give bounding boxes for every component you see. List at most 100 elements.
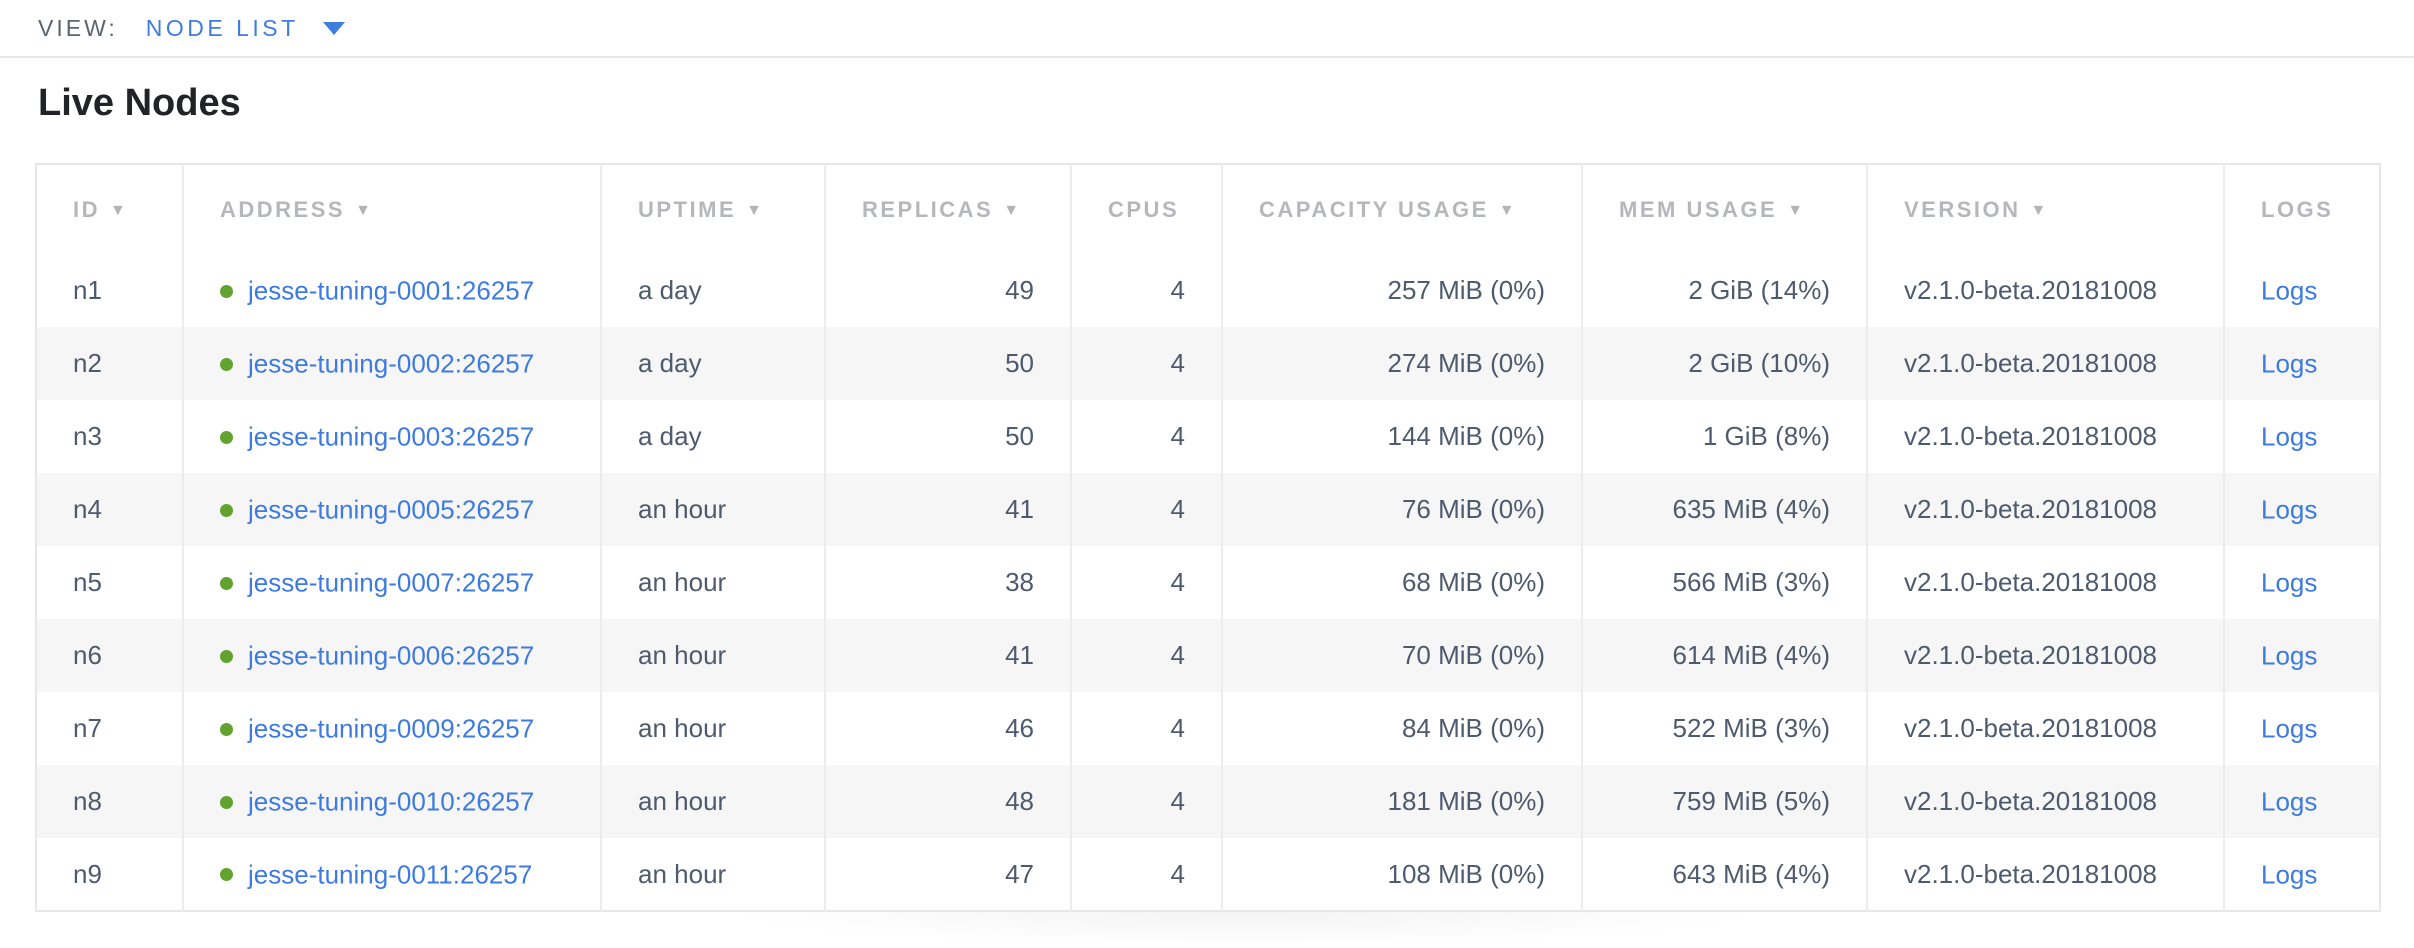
node-id-cell: n6	[73, 640, 102, 670]
logs-cell: Logs	[2223, 838, 2380, 911]
capacity-usage-cell: 76 MiB (0%)	[1221, 473, 1582, 546]
version-cell: v2.1.0-beta.20181008	[1866, 327, 2224, 400]
node-health-dot-icon	[220, 649, 233, 663]
mem-usage-cell: 2 GiB (10%)	[1581, 327, 1867, 400]
logs-link[interactable]: Logs	[2261, 859, 2318, 890]
node-address-cell: jesse-tuning-0007:26257	[182, 546, 601, 619]
node-address-link[interactable]: jesse-tuning-0010:26257	[248, 786, 535, 817]
column-header-logs: LOGS	[2223, 164, 2380, 254]
node-health-dot-icon	[220, 868, 233, 882]
column-header-capacity-usage[interactable]: CAPACITY USAGE ▼	[1221, 164, 1582, 254]
node-address-link[interactable]: jesse-tuning-0009:26257	[248, 713, 535, 744]
node-health-dot-icon	[220, 576, 233, 590]
logs-link[interactable]: Logs	[2261, 275, 2318, 306]
logs-cell: Logs	[2223, 254, 2380, 327]
column-label: CAPACITY USAGE	[1259, 196, 1489, 222]
capacity-usage-cell: 274 MiB (0%)	[1221, 327, 1582, 400]
node-id-cell: n4	[73, 494, 102, 524]
logs-link[interactable]: Logs	[2261, 348, 2318, 379]
logs-cell: Logs	[2223, 473, 2380, 546]
uptime-cell: a day	[600, 400, 825, 473]
column-header-id[interactable]: ID ▼	[36, 164, 183, 254]
view-bar: VIEW: NODE LIST	[0, 0, 2414, 58]
node-address-link[interactable]: jesse-tuning-0011:26257	[248, 859, 533, 890]
node-health-dot-icon	[220, 430, 233, 444]
column-label: ADDRESS	[220, 196, 346, 222]
view-selector-value: NODE LIST	[145, 14, 299, 41]
node-id-cell: n9	[73, 858, 102, 889]
capacity-usage-cell: 181 MiB (0%)	[1221, 765, 1582, 838]
node-address-link[interactable]: jesse-tuning-0001:26257	[248, 275, 535, 306]
cpus-cell: 4	[1070, 838, 1222, 911]
node-id-cell: n7	[73, 713, 102, 743]
logs-link[interactable]: Logs	[2261, 786, 2318, 817]
column-header-address[interactable]: ADDRESS ▼	[182, 164, 601, 254]
column-header-cpus: CPUS	[1070, 164, 1222, 254]
logs-cell: Logs	[2223, 619, 2380, 692]
version-cell: v2.1.0-beta.20181008	[1866, 254, 2224, 327]
node-health-dot-icon	[220, 503, 233, 517]
column-header-uptime[interactable]: UPTIME ▼	[600, 164, 825, 254]
replicas-cell: 49	[824, 254, 1071, 327]
replicas-cell: 47	[824, 838, 1071, 911]
replicas-cell: 38	[824, 546, 1071, 619]
node-row: n5 jesse-tuning-0007:26257 an hour 38 4 …	[36, 546, 2380, 619]
node-address-cell: jesse-tuning-0006:26257	[182, 619, 601, 692]
mem-usage-cell: 635 MiB (4%)	[1581, 473, 1867, 546]
logs-link[interactable]: Logs	[2261, 494, 2318, 525]
node-row: n6 jesse-tuning-0006:26257 an hour 41 4 …	[36, 619, 2380, 692]
mem-usage-cell: 614 MiB (4%)	[1581, 619, 1867, 692]
column-header-mem-usage[interactable]: MEM USAGE ▼	[1581, 164, 1867, 254]
replicas-cell: 50	[824, 327, 1071, 400]
node-row: n1 jesse-tuning-0001:26257 a day 49 4 25…	[36, 254, 2380, 327]
replicas-cell: 41	[824, 619, 1071, 692]
cpus-cell: 4	[1070, 254, 1222, 327]
logs-link[interactable]: Logs	[2261, 567, 2318, 598]
logs-link[interactable]: Logs	[2261, 713, 2318, 744]
column-label: MEM USAGE	[1619, 196, 1778, 222]
node-row: n7 jesse-tuning-0009:26257 an hour 46 4 …	[36, 692, 2380, 765]
node-id-cell: n3	[73, 421, 102, 451]
column-header-replicas[interactable]: REPLICAS ▼	[824, 164, 1071, 254]
column-label: CPUS	[1108, 196, 1180, 222]
column-header-version[interactable]: VERSION ▼	[1866, 164, 2224, 254]
node-address-cell: jesse-tuning-0011:26257	[182, 838, 601, 911]
logs-cell: Logs	[2223, 692, 2380, 765]
capacity-usage-cell: 257 MiB (0%)	[1221, 254, 1582, 327]
sort-desc-icon: ▼	[1787, 201, 1806, 219]
capacity-usage-cell: 68 MiB (0%)	[1221, 546, 1582, 619]
node-address-link[interactable]: jesse-tuning-0007:26257	[248, 567, 535, 598]
cpus-cell: 4	[1070, 692, 1222, 765]
capacity-usage-cell: 84 MiB (0%)	[1221, 692, 1582, 765]
node-id-cell: n1	[73, 275, 102, 305]
logs-link[interactable]: Logs	[2261, 421, 2318, 452]
capacity-usage-cell: 70 MiB (0%)	[1221, 619, 1582, 692]
logs-link[interactable]: Logs	[2261, 640, 2318, 671]
view-selector-dropdown[interactable]: NODE LIST	[146, 15, 345, 42]
version-cell: v2.1.0-beta.20181008	[1866, 400, 2224, 473]
node-address-link[interactable]: jesse-tuning-0006:26257	[248, 640, 535, 671]
node-address-link[interactable]: jesse-tuning-0003:26257	[248, 421, 535, 452]
node-address-link[interactable]: jesse-tuning-0005:26257	[248, 494, 535, 525]
logs-cell: Logs	[2223, 327, 2380, 400]
mem-usage-cell: 643 MiB (4%)	[1581, 838, 1867, 911]
sort-desc-icon: ▼	[2030, 201, 2049, 219]
sort-desc-icon: ▼	[355, 201, 374, 219]
node-row: n8 jesse-tuning-0010:26257 an hour 48 4 …	[36, 765, 2380, 838]
live-nodes-section: Live Nodes ID ▼ ADDRESS ▼ UPTIME ▼ REPLICAS…	[0, 82, 2414, 912]
column-label: LOGS	[2261, 196, 2334, 222]
mem-usage-cell: 522 MiB (3%)	[1581, 692, 1867, 765]
node-row: n2 jesse-tuning-0002:26257 a day 50 4 27…	[36, 327, 2380, 400]
node-address-link[interactable]: jesse-tuning-0002:26257	[248, 348, 535, 379]
uptime-cell: an hour	[600, 546, 825, 619]
node-health-dot-icon	[220, 357, 233, 371]
node-row: n4 jesse-tuning-0005:26257 an hour 41 4 …	[36, 473, 2380, 546]
mem-usage-cell: 2 GiB (14%)	[1581, 254, 1867, 327]
version-cell: v2.1.0-beta.20181008	[1866, 692, 2224, 765]
uptime-cell: a day	[600, 254, 825, 327]
node-address-cell: jesse-tuning-0010:26257	[182, 765, 601, 838]
cpus-cell: 4	[1070, 400, 1222, 473]
view-label: VIEW:	[38, 14, 118, 41]
uptime-cell: an hour	[600, 692, 825, 765]
sort-desc-icon: ▼	[746, 201, 765, 219]
